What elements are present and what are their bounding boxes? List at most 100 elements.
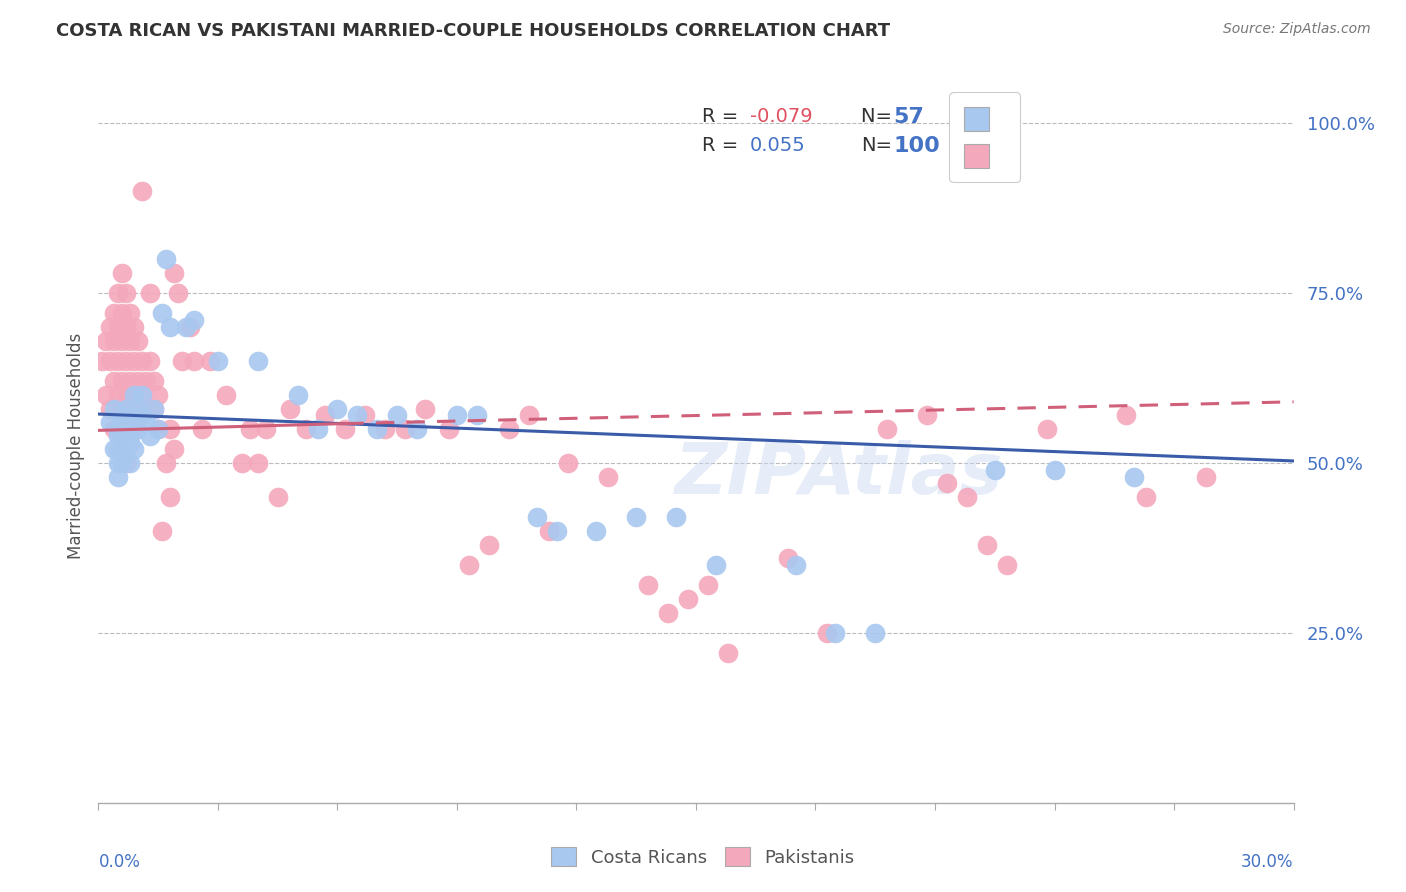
Point: [120, 375, 142, 389]
Point: [159, 320, 181, 334]
Point: [107, 429, 129, 443]
Point: [155, 252, 177, 266]
Point: [131, 354, 153, 368]
Point: [115, 409, 138, 423]
Point: [148, 422, 170, 436]
Point: [120, 306, 142, 320]
Point: [1115, 409, 1137, 423]
Point: [307, 422, 329, 436]
Point: [135, 401, 157, 416]
Point: [111, 334, 134, 348]
Point: [183, 313, 205, 327]
Point: [315, 409, 337, 423]
Point: [111, 266, 134, 280]
Point: [876, 422, 898, 436]
Point: [111, 429, 134, 443]
Point: [111, 401, 134, 416]
Point: [107, 456, 129, 470]
Point: [267, 490, 290, 504]
Point: [115, 286, 138, 301]
Point: [637, 578, 659, 592]
Point: [815, 626, 838, 640]
Point: [124, 388, 146, 402]
Point: [127, 422, 149, 436]
Point: [676, 591, 699, 606]
Point: [115, 456, 138, 470]
Legend: , : ,: [949, 93, 1021, 182]
Point: [995, 558, 1018, 572]
Point: [131, 388, 153, 402]
Point: [215, 388, 238, 402]
Point: [148, 422, 170, 436]
Point: [526, 510, 548, 524]
Point: [91, 354, 114, 368]
Point: [776, 551, 799, 566]
Point: [824, 626, 846, 640]
Point: [665, 510, 688, 524]
Point: [413, 401, 436, 416]
Point: [984, 463, 1007, 477]
Point: [98, 354, 122, 368]
Point: [1135, 490, 1157, 504]
Point: [865, 626, 887, 640]
Point: [143, 401, 166, 416]
Text: 30.0%: 30.0%: [1241, 853, 1294, 871]
Point: [96, 388, 118, 402]
Point: [96, 334, 118, 348]
Point: [103, 334, 125, 348]
Point: [131, 184, 153, 198]
Point: [103, 306, 125, 320]
Point: [120, 334, 142, 348]
Point: [139, 354, 162, 368]
Point: [159, 422, 181, 436]
Point: [107, 388, 129, 402]
Point: [626, 510, 648, 524]
Point: [107, 320, 129, 334]
Point: [115, 401, 138, 416]
Point: [98, 401, 122, 416]
Point: [127, 375, 149, 389]
Point: [150, 524, 173, 538]
Point: [163, 266, 186, 280]
Point: [287, 388, 309, 402]
Point: [294, 422, 316, 436]
Point: [163, 442, 186, 457]
Point: [107, 422, 129, 436]
Point: [191, 422, 214, 436]
Point: [111, 415, 134, 429]
Text: 100: 100: [893, 136, 941, 155]
Point: [139, 286, 162, 301]
Text: 0.0%: 0.0%: [98, 853, 141, 871]
Point: [127, 401, 149, 416]
Point: [115, 388, 138, 402]
Point: [437, 422, 460, 436]
Point: [107, 354, 129, 368]
Point: [172, 354, 194, 368]
Point: [103, 442, 125, 457]
Point: [103, 422, 125, 436]
Point: [120, 429, 142, 443]
Text: 57: 57: [893, 107, 924, 127]
Point: [585, 524, 607, 538]
Point: [167, 286, 190, 301]
Point: [139, 429, 162, 443]
Point: [326, 401, 349, 416]
Point: [115, 429, 138, 443]
Point: [346, 409, 368, 423]
Text: 0.055: 0.055: [749, 136, 806, 154]
Point: [354, 409, 377, 423]
Point: [374, 422, 396, 436]
Text: R =: R =: [702, 107, 744, 126]
Point: [335, 422, 357, 436]
Point: [124, 354, 146, 368]
Point: [239, 422, 262, 436]
Point: [446, 409, 468, 423]
Point: [517, 409, 540, 423]
Legend: Costa Ricans, Pakistanis: Costa Ricans, Pakistanis: [544, 840, 862, 874]
Point: [1123, 469, 1146, 483]
Point: [598, 469, 620, 483]
Point: [207, 354, 229, 368]
Point: [278, 401, 301, 416]
Point: [956, 490, 979, 504]
Point: [98, 415, 122, 429]
